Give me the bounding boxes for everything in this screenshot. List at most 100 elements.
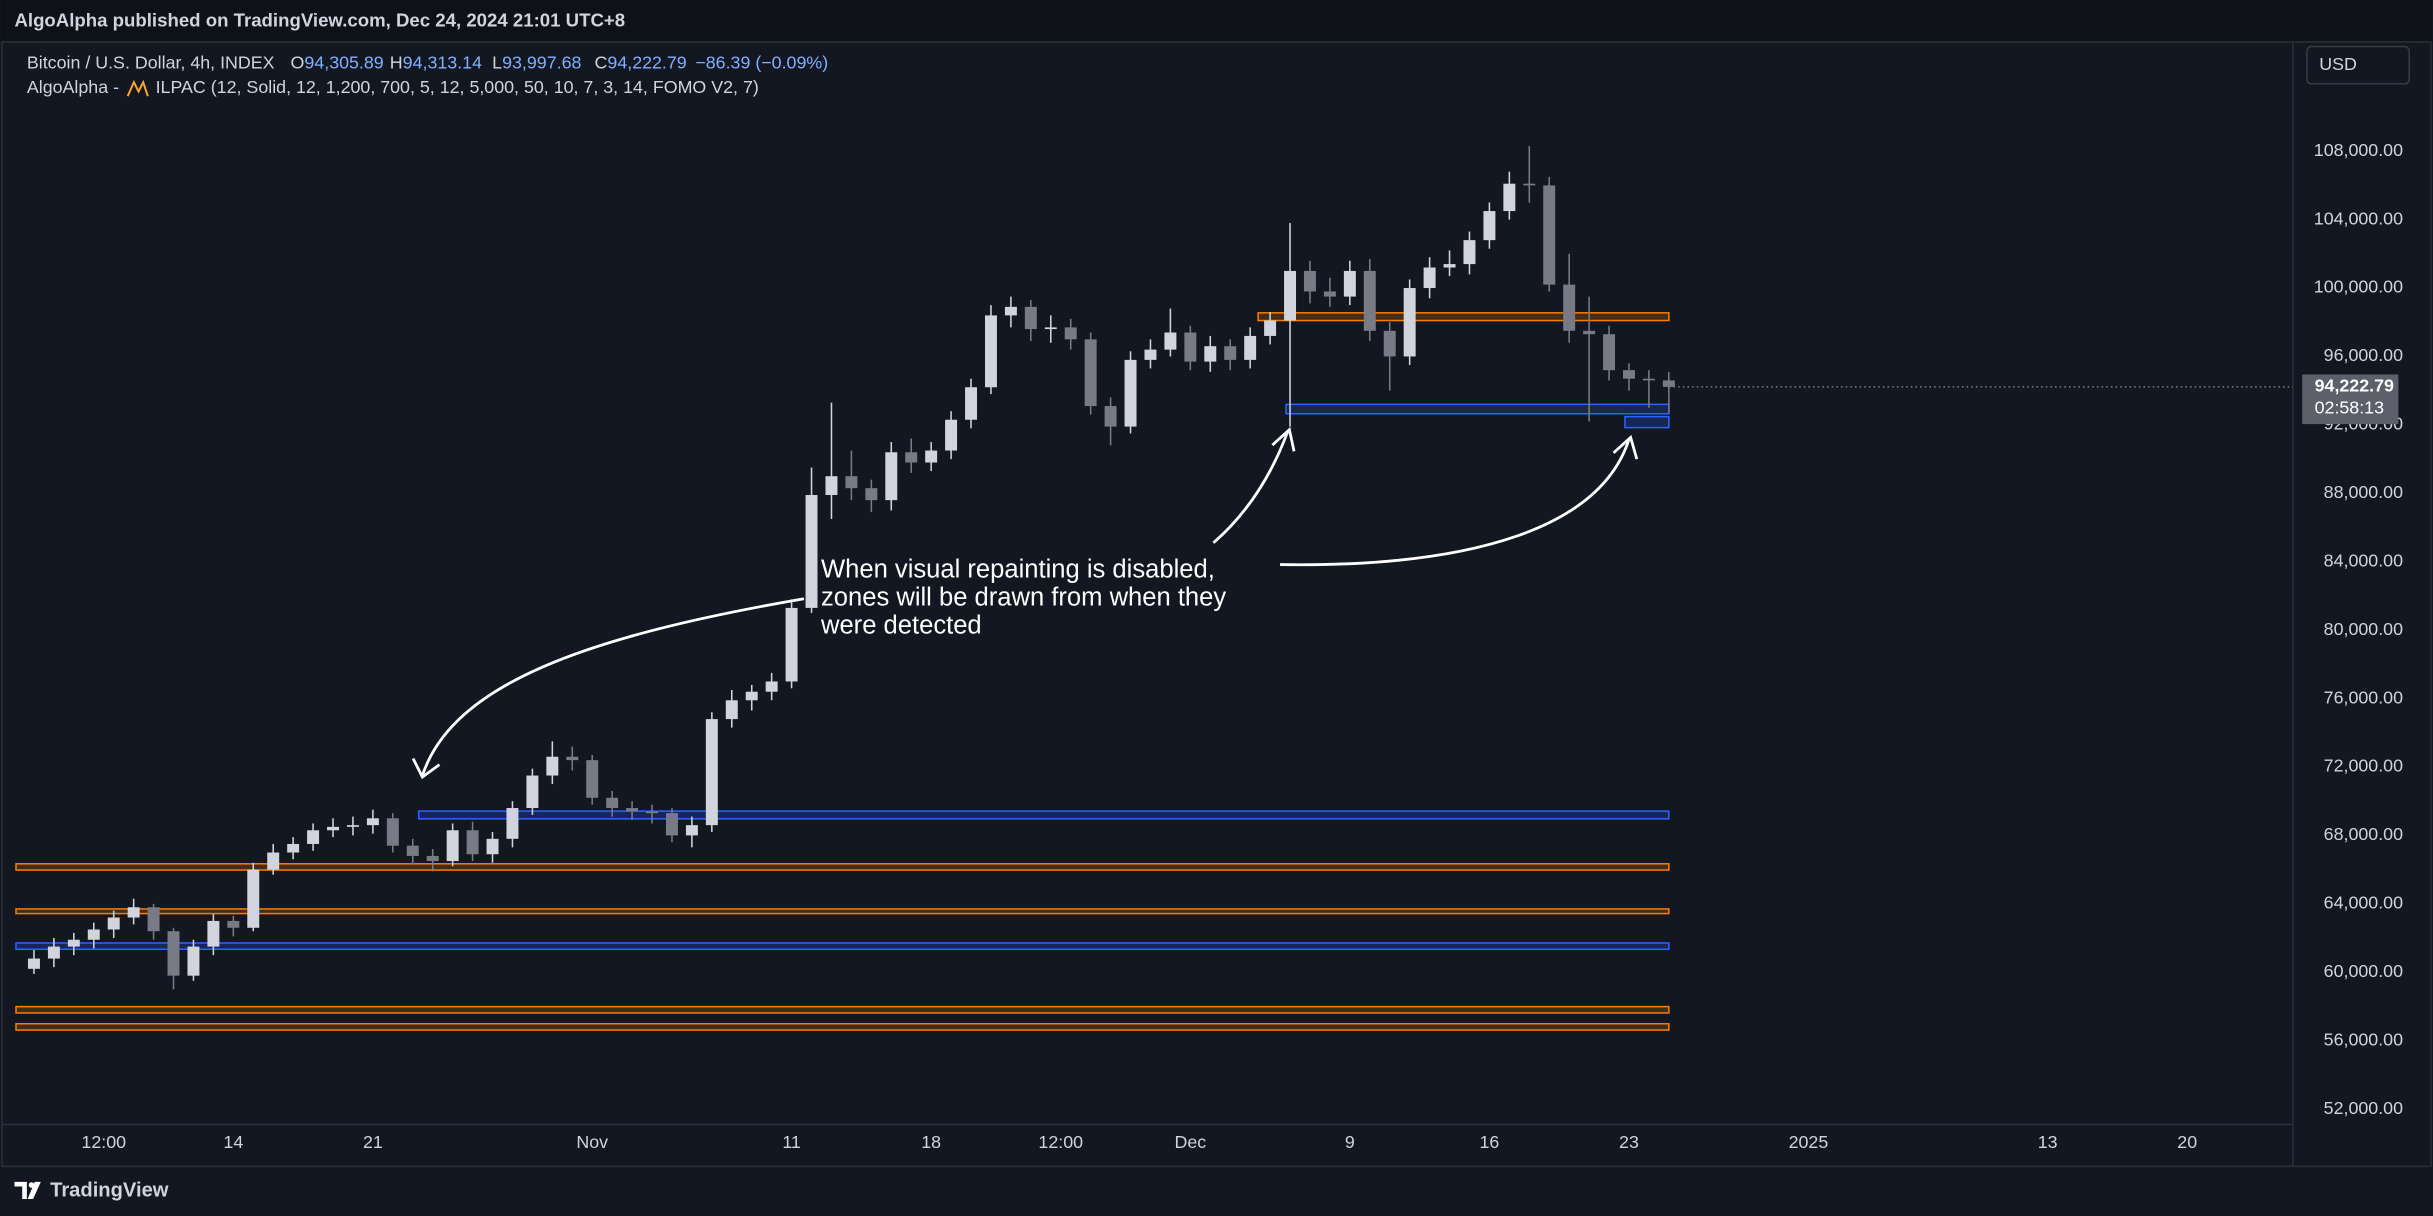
candle-body — [366, 818, 379, 826]
candle-body — [1264, 320, 1277, 336]
candle-body — [426, 855, 439, 862]
zone — [15, 1022, 1670, 1031]
currency-button[interactable] — [2306, 45, 2411, 85]
zone — [15, 1005, 1670, 1014]
candle-body — [147, 907, 160, 932]
candle-body — [127, 907, 140, 918]
candle-body — [945, 419, 958, 451]
indicator-icon — [126, 79, 149, 97]
candle-body — [1244, 335, 1257, 360]
y-tick-label: 52,000.00 — [2324, 1098, 2403, 1118]
ohlc-value: 94,222.79 — [607, 52, 686, 72]
indicator: ILPAC (12, Solid, 12, 1,200, 700, 5, 12,… — [156, 77, 759, 97]
x-tick-label: 9 — [1345, 1132, 1355, 1152]
candle-body — [1423, 267, 1436, 289]
candles — [27, 146, 1675, 990]
zone — [1624, 415, 1670, 429]
arrow-head — [1612, 434, 1639, 460]
candle-body — [1343, 270, 1356, 297]
x-tick-label: 11 — [782, 1132, 801, 1152]
candle-body — [386, 818, 399, 846]
candle-body — [466, 830, 479, 855]
candle-body — [665, 813, 678, 836]
ohlc-value: 94,313.14 — [403, 52, 482, 72]
zone — [15, 908, 1670, 915]
x-tick-label: 20 — [2177, 1132, 2197, 1152]
axes: 52,000.00 56,000.00 60,000.00 64,000.00 68,0… — [81, 140, 2403, 1152]
publisher: AlgoAlpha published on TradingView.com, … — [14, 10, 625, 31]
ohlc-key: C — [595, 52, 608, 72]
candle-body — [87, 929, 100, 940]
candle-body — [167, 931, 180, 976]
candle-body — [1463, 240, 1476, 265]
candle-body — [845, 476, 858, 489]
ohlc-key: H — [390, 52, 403, 72]
candle-body — [486, 838, 499, 855]
candle-body — [406, 845, 419, 856]
y-tick-label: 64,000.00 — [2324, 893, 2403, 913]
arrow-head — [1271, 426, 1296, 452]
candle-body — [1184, 332, 1197, 362]
top-bar — [0, 0, 2433, 42]
ohlc-value: 93,997.68 — [502, 52, 581, 72]
candle-body — [1004, 306, 1017, 316]
candle-body — [586, 760, 599, 798]
ohlc-open: O94,305.89 — [291, 52, 384, 72]
candle-body — [925, 450, 938, 463]
candle-body — [885, 452, 898, 501]
candle-body — [187, 946, 200, 976]
candle-body — [1084, 339, 1097, 407]
y-tick-label: 88,000.00 — [2324, 482, 2403, 502]
candle-body — [1503, 183, 1516, 212]
candle-body — [705, 719, 718, 826]
zone — [15, 942, 1670, 951]
candle-body — [1662, 380, 1675, 387]
annotation-arrows — [411, 426, 1639, 780]
y-tick-label: 76,000.00 — [2324, 687, 2403, 707]
footer-logo — [14, 1181, 41, 1199]
candle-body — [1044, 327, 1057, 330]
x-tick-label: 23 — [1619, 1132, 1639, 1152]
y-tick-label: 68,000.00 — [2324, 824, 2403, 844]
logo-part — [14, 1181, 27, 1199]
candle-body — [825, 476, 838, 496]
candle-body — [1124, 359, 1137, 427]
currency[interactable]: USD — [2319, 54, 2357, 74]
last-price-label: 94,222.79 — [2315, 376, 2394, 396]
x-tick-label: 16 — [1479, 1132, 1499, 1152]
indicator-prefix: AlgoAlpha - — [27, 77, 119, 97]
x-tick-label: 14 — [223, 1132, 243, 1152]
candle-body — [1144, 349, 1157, 360]
arrow-head — [411, 757, 441, 780]
y-tick-label: 80,000.00 — [2324, 619, 2403, 639]
change: −86.39 (−0.09%) — [695, 52, 828, 72]
candle-body — [1603, 334, 1616, 371]
candle-body — [725, 700, 738, 720]
zones — [15, 312, 1670, 1031]
candle-body — [905, 452, 918, 463]
candle-body — [47, 946, 60, 959]
x-tick-label: 21 — [363, 1132, 383, 1152]
countdown: 02:58:13 — [2315, 397, 2384, 417]
candle-body — [27, 958, 40, 969]
y-tick-label: 84,000.00 — [2324, 550, 2403, 570]
zone — [417, 810, 1670, 820]
candle-body — [685, 825, 698, 836]
ohlc-key: O — [291, 52, 305, 72]
x-tick-label: 2025 — [1789, 1132, 1829, 1152]
candle-body — [526, 775, 539, 809]
candle-body — [805, 495, 818, 608]
candle-body — [506, 808, 519, 839]
candle-body — [1443, 264, 1456, 268]
ohlc-close: C94,222.79 — [595, 52, 687, 72]
candle-body — [346, 825, 359, 827]
ohlc-key: L — [492, 52, 502, 72]
plot-frame — [1, 41, 2432, 1168]
footer-brand: TradingView — [50, 1180, 169, 1202]
candle-body — [267, 852, 280, 870]
candle-body — [1323, 291, 1336, 297]
zone — [15, 863, 1670, 871]
ohlc-high: H94,313.14 — [390, 52, 482, 72]
ohlc-low: L93,997.68 — [492, 52, 581, 72]
